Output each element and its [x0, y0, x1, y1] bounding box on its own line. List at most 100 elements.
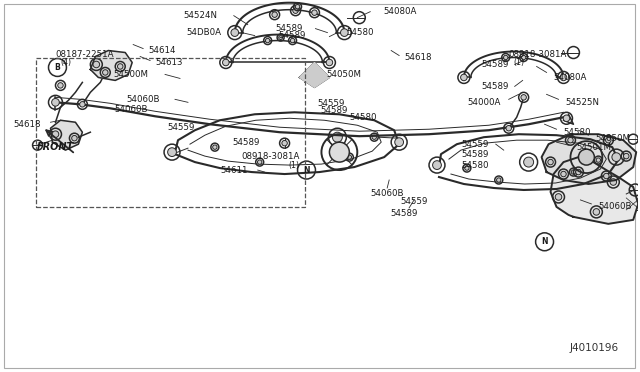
Text: 54060B: 54060B [598, 202, 632, 211]
Circle shape [257, 160, 262, 164]
Circle shape [168, 148, 177, 157]
Text: 54060B: 54060B [371, 189, 404, 199]
Text: 54618: 54618 [404, 53, 431, 62]
Text: 54589: 54589 [481, 82, 509, 91]
Bar [36, 58, 305, 207]
Circle shape [461, 74, 467, 81]
Circle shape [52, 99, 60, 106]
Circle shape [295, 4, 300, 9]
Text: 54589: 54589 [390, 209, 418, 218]
Text: 08187-2251A: 08187-2251A [56, 50, 114, 59]
Circle shape [282, 140, 287, 146]
Text: 54580: 54580 [563, 128, 591, 137]
Text: 54559: 54559 [317, 99, 344, 108]
Text: 54589: 54589 [320, 106, 348, 115]
Text: (4): (4) [60, 58, 71, 67]
Circle shape [596, 158, 600, 162]
Circle shape [347, 155, 351, 159]
Circle shape [504, 55, 508, 60]
Text: 54050M: 54050M [595, 134, 630, 143]
Circle shape [72, 135, 77, 141]
Text: 54614: 54614 [148, 46, 175, 55]
Circle shape [593, 209, 600, 215]
Circle shape [506, 125, 511, 131]
Circle shape [576, 169, 581, 175]
Circle shape [266, 38, 270, 43]
Polygon shape [550, 157, 638, 224]
Text: 54525N: 54525N [566, 98, 600, 107]
Text: 54589: 54589 [278, 31, 305, 40]
Circle shape [212, 145, 217, 149]
Text: 54611: 54611 [220, 166, 248, 174]
Text: 08918-3081A: 08918-3081A [509, 50, 567, 59]
Text: 54501M: 54501M [577, 142, 611, 152]
Text: 54559: 54559 [168, 123, 195, 132]
Circle shape [522, 55, 526, 60]
Text: 54000A: 54000A [467, 98, 500, 107]
Text: 54589: 54589 [481, 60, 509, 69]
Text: 54589: 54589 [232, 138, 260, 147]
Circle shape [568, 137, 573, 143]
Text: J4010196: J4010196 [569, 343, 618, 353]
Polygon shape [51, 120, 83, 150]
Circle shape [563, 115, 570, 122]
Circle shape [623, 153, 629, 159]
Text: FRONT: FRONT [37, 142, 74, 152]
Circle shape [465, 166, 469, 170]
Text: 54589: 54589 [275, 24, 303, 33]
Circle shape [521, 94, 526, 100]
Text: 54613: 54613 [155, 58, 182, 67]
Circle shape [118, 64, 123, 69]
Circle shape [231, 29, 239, 36]
Text: N: N [541, 237, 548, 246]
Circle shape [312, 10, 317, 15]
Text: 54060B: 54060B [127, 95, 160, 104]
Circle shape [372, 135, 376, 140]
Text: 54050M: 54050M [326, 70, 362, 79]
Circle shape [548, 159, 554, 165]
Text: (1): (1) [289, 161, 300, 170]
Circle shape [395, 138, 404, 147]
Polygon shape [541, 134, 636, 184]
Text: 54060B: 54060B [115, 105, 148, 114]
Text: 54580: 54580 [461, 161, 489, 170]
Bar [627, 198, 640, 210]
Circle shape [612, 153, 621, 161]
Circle shape [293, 8, 298, 13]
Text: 54080A: 54080A [383, 7, 417, 16]
Circle shape [79, 102, 85, 107]
Circle shape [604, 173, 609, 179]
Text: 54589: 54589 [461, 150, 489, 158]
Polygon shape [300, 62, 330, 87]
Text: 54580: 54580 [346, 28, 374, 37]
Text: 54580: 54580 [349, 113, 377, 122]
Circle shape [497, 178, 501, 182]
Circle shape [291, 38, 295, 43]
Circle shape [572, 170, 575, 174]
Circle shape [93, 61, 100, 68]
Circle shape [561, 171, 566, 177]
Circle shape [330, 142, 349, 162]
Circle shape [102, 70, 108, 75]
Circle shape [579, 149, 595, 165]
Circle shape [560, 74, 567, 81]
Circle shape [223, 59, 229, 66]
Circle shape [605, 137, 611, 143]
Circle shape [433, 161, 442, 170]
Circle shape [610, 179, 616, 185]
Circle shape [326, 59, 333, 66]
Circle shape [52, 131, 59, 138]
Text: 54080A: 54080A [554, 73, 587, 82]
Text: N: N [303, 166, 310, 174]
Text: 54DB0A: 54DB0A [187, 28, 222, 37]
Text: 54559: 54559 [461, 140, 489, 149]
Circle shape [278, 36, 282, 39]
Circle shape [332, 132, 342, 142]
Circle shape [556, 194, 562, 200]
Text: 54559: 54559 [401, 198, 428, 206]
Text: 54524N: 54524N [184, 11, 218, 20]
Circle shape [340, 29, 348, 36]
Circle shape [272, 12, 277, 17]
Text: 54500M: 54500M [113, 70, 148, 79]
Polygon shape [90, 51, 132, 80]
